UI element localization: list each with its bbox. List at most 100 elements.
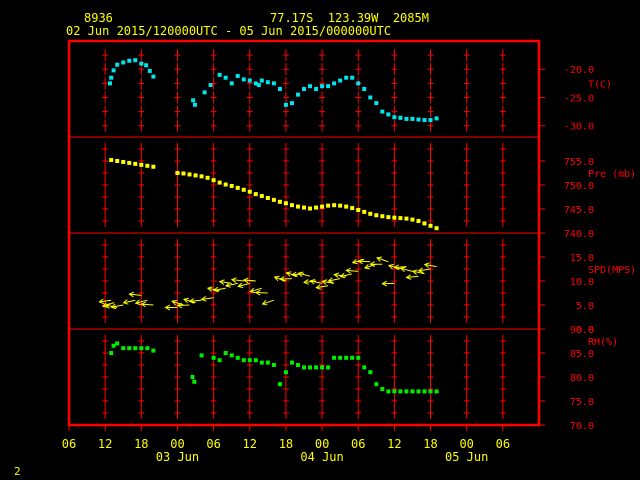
grid-cross [138, 143, 145, 155]
grid-cross [319, 263, 326, 275]
wind-arrow [200, 296, 214, 302]
grid-cross [499, 91, 506, 104]
grid-cross [174, 119, 181, 132]
grid-cross [427, 371, 434, 383]
data-point [320, 365, 325, 370]
wind-arrow [176, 302, 190, 309]
grid-cross [463, 263, 470, 275]
data-point [121, 159, 126, 164]
data-point [121, 346, 126, 351]
grid-cross [499, 251, 506, 263]
grid-cross [355, 63, 362, 76]
y-tick-label: 80.0 [570, 373, 594, 384]
data-point [410, 217, 415, 222]
grid-cross [246, 203, 253, 215]
grid-cross [427, 143, 434, 155]
data-point [332, 355, 337, 360]
y-tick-label: 75.0 [570, 397, 594, 408]
data-point [151, 348, 156, 353]
grid-cross [174, 49, 181, 62]
grid-cross [282, 383, 289, 395]
grid-cross [246, 239, 253, 251]
data-point [386, 215, 391, 220]
grid-cross [282, 239, 289, 251]
grid-cross [246, 251, 253, 263]
data-point [404, 216, 409, 221]
grid-cross [463, 77, 470, 90]
x-tick-label: 06 [206, 437, 220, 451]
grid-cross [319, 143, 326, 155]
y-tick-label: 90.0 [570, 325, 594, 336]
wind-arrow [399, 266, 413, 273]
wind-arrow [423, 262, 437, 268]
grid-cross [174, 63, 181, 76]
grid-cross [319, 119, 326, 132]
data-point [127, 160, 132, 165]
grid-cross [463, 155, 470, 167]
grid-cross [463, 335, 470, 347]
wind-arrow [315, 284, 329, 290]
grid-cross [463, 299, 470, 311]
grid-cross [355, 155, 362, 167]
data-point [192, 379, 197, 384]
grid-cross [282, 215, 289, 227]
data-point [374, 101, 379, 106]
data-marks [98, 58, 439, 394]
data-point [111, 68, 116, 73]
data-point [115, 159, 120, 163]
grid-cross [102, 63, 109, 76]
grid-cross [174, 91, 181, 104]
wind-arrow [188, 298, 202, 304]
grid-cross [210, 371, 217, 383]
grid-cross [391, 371, 398, 383]
data-point [271, 197, 276, 202]
grid-cross [427, 239, 434, 251]
grid-cross [102, 335, 109, 347]
grid-cross [138, 203, 145, 215]
grid-cross [138, 105, 145, 118]
data-point [428, 389, 433, 394]
grid-cross [427, 155, 434, 167]
grid-cross [246, 263, 253, 275]
data-point [362, 365, 367, 370]
x-axis: 06 12 18 00 06 12 18 00 06 12 18 00 06 03 Jun 04 Jun 05… [62, 425, 510, 464]
data-point [362, 209, 367, 214]
data-point [247, 78, 252, 83]
grid-cross [282, 335, 289, 347]
grid-cross [102, 371, 109, 383]
grid-cross [463, 287, 470, 299]
data-point [190, 375, 195, 379]
grid-cross [210, 335, 217, 347]
grid-cross [427, 359, 434, 371]
grid-cross [246, 383, 253, 395]
data-point [308, 84, 313, 89]
grid-cross [463, 191, 470, 203]
grid-cross [174, 287, 181, 299]
data-point [253, 81, 258, 86]
grid-cross [391, 251, 398, 263]
data-point [109, 158, 114, 163]
panel-label: T(C) [588, 79, 612, 90]
grid-cross [499, 299, 506, 311]
data-point [133, 346, 138, 351]
y-tick-label: 755.0 [564, 157, 594, 168]
grid-cross [210, 311, 217, 323]
data-point [422, 389, 427, 394]
data-point [416, 389, 421, 394]
data-point [191, 98, 196, 103]
grid-cross [282, 179, 289, 191]
grid-cross [499, 155, 506, 167]
grid-cross [427, 63, 434, 76]
grid-cross [246, 63, 253, 76]
grid-cross [102, 275, 109, 287]
grid-cross [499, 383, 506, 395]
x-tick-label: 18 [134, 437, 148, 451]
grid-cross [319, 383, 326, 395]
grid-cross [427, 167, 434, 179]
grid-cross [102, 155, 109, 167]
data-point [428, 223, 433, 228]
grid-cross [391, 49, 398, 62]
y-tick-label: 15.0 [570, 253, 594, 264]
grid-cross [427, 179, 434, 191]
page-marker: 2 [14, 465, 21, 478]
